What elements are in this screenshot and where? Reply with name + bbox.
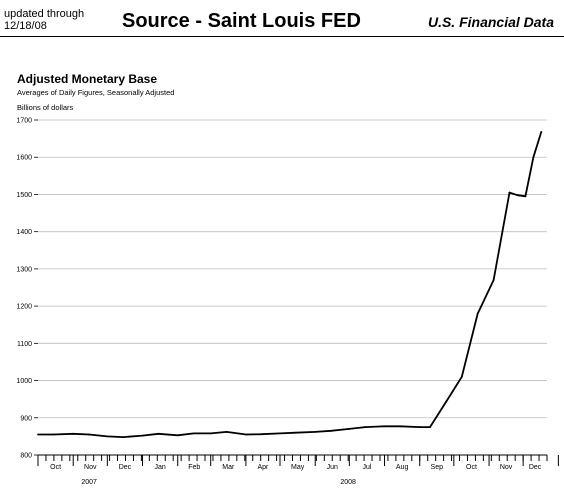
data-point xyxy=(176,434,179,437)
y-tick-label: 1600 xyxy=(16,155,32,162)
updated-date: 12/18/08 xyxy=(4,20,47,32)
header-divider xyxy=(0,36,564,37)
data-point xyxy=(364,426,367,428)
data-point xyxy=(245,433,247,436)
x-tick-label: Jun xyxy=(327,464,338,471)
x-tick-label: May xyxy=(291,464,305,471)
data-point xyxy=(209,432,212,435)
data-point xyxy=(53,433,55,436)
data-point xyxy=(260,433,263,436)
y-tick-label: 1000 xyxy=(16,378,32,385)
data-point xyxy=(330,429,333,432)
data-point xyxy=(383,425,386,428)
updated-label: updated through xyxy=(4,8,85,20)
data-point xyxy=(37,433,39,436)
data-point xyxy=(516,194,519,197)
data-point xyxy=(540,131,543,133)
updated-note: updated through 12/18/08 xyxy=(4,8,84,32)
y-tick-label: 1700 xyxy=(16,118,32,125)
data-point xyxy=(429,426,431,428)
data-point xyxy=(399,425,402,428)
data-point xyxy=(141,434,144,437)
data-point xyxy=(492,279,495,281)
section-label: U.S. Financial Data xyxy=(427,14,554,30)
data-point xyxy=(88,433,91,436)
x-tick-label: Apr xyxy=(258,464,270,471)
chart-subtitle: Averages of Daily Figures, Seasonally Ad… xyxy=(17,88,175,97)
y-tick-label: 1300 xyxy=(16,266,32,273)
y-tick-label: 1200 xyxy=(16,304,32,311)
x-tick-label: Nov xyxy=(84,464,97,471)
data-point xyxy=(279,432,281,435)
series-line xyxy=(38,131,543,439)
y-tick-label: 1500 xyxy=(16,192,32,199)
data-point xyxy=(348,428,351,430)
x-tick-label: Oct xyxy=(50,464,61,471)
data-point xyxy=(106,435,109,438)
data-point xyxy=(192,432,195,435)
data-point xyxy=(418,426,421,428)
x-tick-label: Nov xyxy=(500,464,513,471)
data-point xyxy=(532,156,535,159)
y-tick-label: 800 xyxy=(20,453,32,460)
x-tick-label: Jan xyxy=(154,464,165,471)
y-tick-label: 900 xyxy=(20,415,32,422)
chart-title: Adjusted Monetary Base xyxy=(17,72,158,86)
y-tick-label: 1100 xyxy=(17,341,32,348)
year-label: 2008 xyxy=(340,479,356,486)
year-label: 2007 xyxy=(81,479,97,486)
data-point xyxy=(157,432,160,435)
data-point xyxy=(524,195,527,198)
x-tick-label: Dec xyxy=(119,464,132,471)
data-point xyxy=(72,432,75,435)
y-tick-label: 1400 xyxy=(16,229,32,236)
data-point xyxy=(444,401,447,404)
x-tick-label: Mar xyxy=(222,464,235,471)
data-point xyxy=(225,431,228,433)
data-point xyxy=(508,191,511,194)
x-tick-label: Aug xyxy=(396,464,409,471)
data-point xyxy=(476,312,479,315)
y-axis-label: Billions of dollars xyxy=(17,103,74,112)
x-tick-label: Feb xyxy=(188,464,200,471)
data-point xyxy=(295,431,297,434)
data-point xyxy=(314,431,317,433)
data-point xyxy=(122,436,125,439)
x-tick-label: Dec xyxy=(529,464,542,471)
x-tick-label: Oct xyxy=(466,464,477,471)
source-title: Source - Saint Louis FED xyxy=(122,10,361,32)
x-tick-label: Sep xyxy=(431,464,444,471)
data-point xyxy=(460,375,463,378)
x-tick-label: Jul xyxy=(362,464,371,471)
